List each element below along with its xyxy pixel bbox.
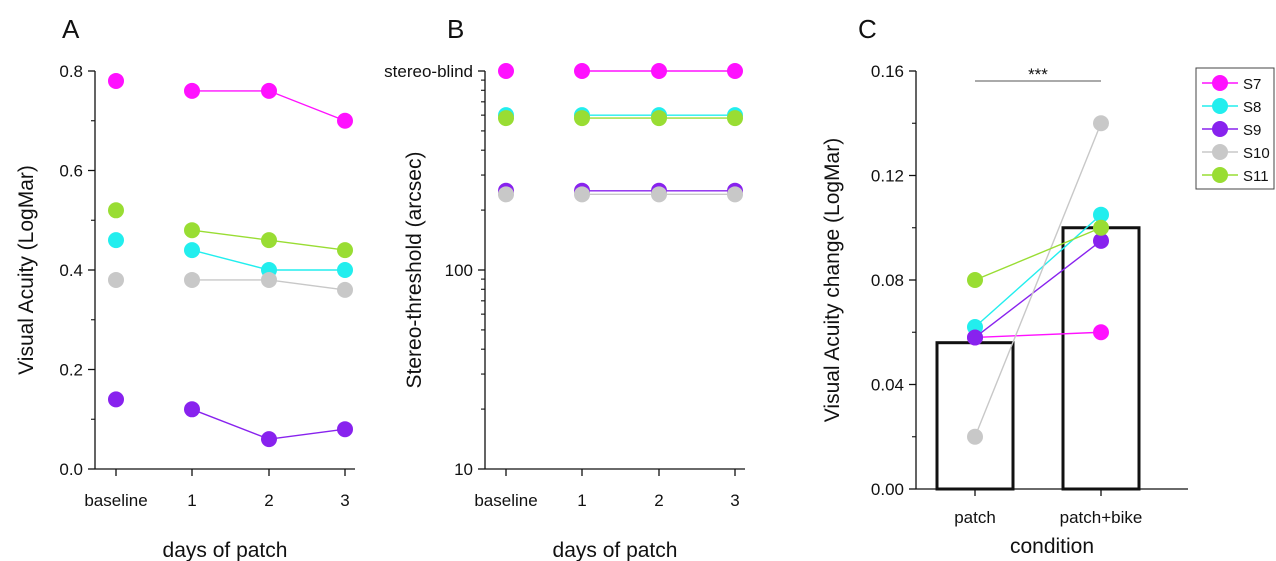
panel-b-y-tick-label: 100 (445, 261, 473, 280)
legend-label-s9: S9 (1243, 122, 1261, 139)
panel-a-letter: A (62, 14, 80, 44)
panel-a-point-s10 (108, 271, 124, 288)
panel-c-point-s10 (1093, 115, 1109, 132)
panel-a-y-tick-label: 0.2 (59, 361, 83, 380)
panel-b-point-s7 (498, 63, 514, 79)
panel-b-y-axis-label: Stereo-threshold (arcsec) (403, 152, 426, 389)
panel-a-x-tick-label: 1 (187, 491, 196, 510)
legend-marker-s8 (1212, 98, 1228, 114)
panel-b-point-s10 (574, 186, 590, 203)
panel-c-series-line-s7 (974, 331, 1102, 339)
legend-marker-s10 (1212, 144, 1228, 160)
panel-a-point-s7 (184, 82, 200, 99)
panel-b-point-s7 (651, 63, 667, 79)
panel-b-point-s10 (498, 186, 514, 203)
panel-a-point-s10 (184, 271, 200, 288)
panel-b-x-tick-label: 2 (654, 491, 663, 510)
panel-a-point-s11 (108, 202, 124, 219)
panel-a-x-tick-label: 2 (264, 491, 273, 510)
panel-a-point-s8 (184, 242, 200, 259)
panel-a-point-s7 (337, 112, 353, 129)
panel-a-point-s9 (108, 391, 124, 408)
panel-b-x-tick-label: 3 (730, 491, 739, 510)
panel-a-point-s11 (184, 222, 200, 239)
panel-a-y-axis-label: Visual Acuity (LogMar) (15, 165, 38, 375)
legend-label-s7: S7 (1243, 76, 1261, 93)
legend-marker-s11 (1212, 167, 1228, 183)
panel-c-series-line-s9 (974, 240, 1102, 339)
panel-a-point-s7 (108, 72, 124, 89)
panel-c-x-tick-label: patch (954, 508, 996, 527)
panel-b-x-tick-label: baseline (474, 491, 537, 510)
panel-c-point-s9 (1093, 232, 1109, 249)
panel-a-point-s8 (337, 262, 353, 278)
panel-b-x-axis-label: days of patch (553, 539, 678, 561)
panel-a-point-s10 (337, 281, 353, 298)
panel-b-letter: B (447, 14, 464, 44)
panel-a-y-tick-label: 0.8 (59, 62, 83, 81)
panel-a-point-s8 (108, 232, 124, 249)
panel-c-point-s11 (1093, 219, 1109, 236)
panel-b-point-s7 (574, 63, 590, 79)
panel-b-point-s10 (651, 186, 667, 203)
panel-c-letter: C (858, 14, 877, 44)
panel-a-x-tick-label: 3 (340, 491, 349, 510)
panel-b-y-tick-label: stereo-blind (384, 62, 473, 81)
panel-b-point-s11 (651, 110, 667, 127)
panel-a-point-s7 (261, 82, 277, 99)
panel-c-y-tick-label: 0.08 (871, 271, 904, 290)
panel-c-series-line-s11 (974, 227, 1102, 281)
panel-c-significance-label: *** (1028, 65, 1048, 84)
panel-c-series-line-s10 (974, 122, 1102, 438)
panel-c-x-axis-label: condition (1010, 535, 1094, 558)
panel-b-x-tick-label: 1 (577, 491, 586, 510)
legend-marker-s9 (1212, 121, 1228, 137)
panel-c-point-s8 (1093, 206, 1109, 223)
panel-a-y-tick-label: 0.0 (59, 460, 83, 479)
panel-a-y-tick-label: 0.4 (59, 261, 83, 280)
panel-c-y-tick-label: 0.00 (871, 480, 904, 499)
panel-c-point-s7 (1093, 324, 1109, 341)
panel-c-y-tick-label: 0.04 (871, 376, 904, 395)
panel-a-x-axis-label: days of patch (163, 539, 288, 561)
panel-a-point-s9 (261, 431, 277, 448)
panel-b-point-s10 (727, 186, 743, 203)
panel-a-x-tick-label: baseline (84, 491, 147, 510)
legend-label-s8: S8 (1243, 99, 1261, 116)
panel-c-bar (935, 341, 1015, 491)
panel-a-point-s11 (261, 232, 277, 249)
legend-label-s10: S10 (1243, 145, 1270, 162)
panel-c-y-axis-label: Visual Acuity change (LogMar) (821, 138, 844, 422)
panel-c-x-tick-label: patch+bike (1060, 508, 1143, 527)
legend-marker-s7 (1212, 75, 1228, 91)
panel-c-y-tick-label: 0.16 (871, 62, 904, 81)
panel-c-point-s10 (967, 428, 983, 445)
panel-a-y-tick-label: 0.6 (59, 162, 83, 181)
panel-c-series-line-s8 (974, 214, 1102, 328)
panel-a-point-s9 (337, 421, 353, 438)
panel-b-point-s7 (727, 63, 743, 79)
panel-a-point-s11 (337, 242, 353, 259)
panel-b-y-tick-label: 10 (454, 460, 473, 479)
panel-c-point-s9 (967, 329, 983, 346)
panel-b-point-s11 (498, 110, 514, 127)
panel-b-point-s11 (727, 110, 743, 127)
panel-c-point-s11 (967, 272, 983, 288)
panel-c-bar (1061, 226, 1141, 491)
panel-a-point-s10 (261, 271, 277, 288)
panel-a-point-s9 (184, 401, 200, 418)
panel-c-y-tick-label: 0.12 (871, 167, 904, 186)
legend-label-s11: S11 (1243, 168, 1269, 185)
panel-b-point-s11 (574, 110, 590, 127)
